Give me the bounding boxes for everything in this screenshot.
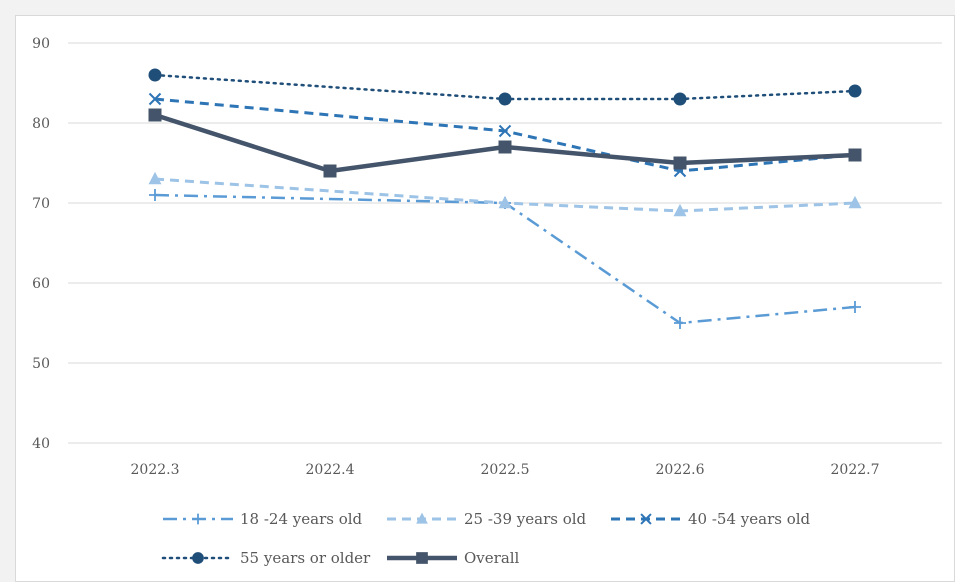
y-tick-label: 60 bbox=[32, 276, 50, 292]
x-axis-ticks: 2022.3 2022.4 2022.5 2022.6 2022.7 bbox=[131, 462, 880, 478]
legend-entry: 18 -24 years old bbox=[163, 510, 363, 528]
legend-label: 40 -54 years old bbox=[688, 510, 811, 528]
legend-marker bbox=[640, 513, 652, 525]
data-point bbox=[149, 189, 161, 201]
legend-label: Overall bbox=[464, 549, 520, 567]
data-point bbox=[148, 108, 162, 122]
x-tick-label: 2022.6 bbox=[656, 462, 705, 478]
series-55-years-or-older bbox=[148, 68, 862, 106]
data-point bbox=[848, 195, 862, 209]
legend-label: 25 -39 years old bbox=[464, 510, 587, 528]
chart-frame bbox=[15, 15, 955, 582]
series-line bbox=[154, 97, 856, 173]
data-point bbox=[498, 195, 512, 209]
data-point bbox=[673, 156, 687, 170]
legend-entry: 55 years or older bbox=[161, 549, 371, 567]
data-point bbox=[673, 203, 687, 217]
series-lines bbox=[148, 68, 862, 329]
x-tick-label: 2022.5 bbox=[481, 462, 530, 478]
y-tick-label: 50 bbox=[32, 356, 50, 372]
data-point bbox=[673, 92, 687, 106]
legend-marker bbox=[416, 552, 428, 564]
x-tick-label: 2022.3 bbox=[131, 462, 180, 478]
y-axis-ticks: 40 50 60 70 80 90 bbox=[32, 36, 50, 452]
y-tick-label: 90 bbox=[32, 36, 50, 52]
x-tick-label: 2022.4 bbox=[306, 462, 355, 478]
y-tick-label: 80 bbox=[32, 116, 50, 132]
data-point bbox=[148, 171, 162, 185]
gridlines bbox=[68, 42, 942, 444]
data-point bbox=[148, 92, 162, 106]
series-25-39-years-old bbox=[148, 171, 862, 217]
legend-marker bbox=[192, 513, 204, 525]
data-point bbox=[498, 140, 512, 154]
y-tick-label: 70 bbox=[32, 196, 50, 212]
legend-entry: 40 -54 years old bbox=[611, 510, 811, 528]
legend-marker bbox=[192, 552, 204, 564]
series-line bbox=[153, 73, 857, 101]
data-point bbox=[848, 148, 862, 162]
y-tick-label: 40 bbox=[32, 436, 50, 452]
series-line bbox=[154, 193, 856, 325]
data-point bbox=[848, 84, 862, 98]
legend-entry: Overall bbox=[387, 549, 520, 567]
legend-entry: 25 -39 years old bbox=[387, 510, 587, 528]
data-point bbox=[148, 68, 162, 82]
legend: 18 -24 years old 25 -39 years old 40 -54 y… bbox=[161, 510, 811, 567]
legend-marker bbox=[416, 512, 428, 524]
series-overall bbox=[148, 108, 862, 178]
series-line bbox=[154, 177, 856, 213]
legend-label: 55 years or older bbox=[240, 549, 371, 567]
series-40-54-years-old bbox=[148, 92, 862, 178]
data-point bbox=[323, 164, 337, 178]
series-18-24-years-old bbox=[149, 189, 861, 329]
legend-label: 18 -24 years old bbox=[240, 510, 363, 528]
data-point bbox=[674, 317, 686, 329]
data-point bbox=[849, 301, 861, 313]
data-point bbox=[498, 124, 512, 138]
x-tick-label: 2022.7 bbox=[831, 462, 880, 478]
data-point bbox=[498, 92, 512, 106]
